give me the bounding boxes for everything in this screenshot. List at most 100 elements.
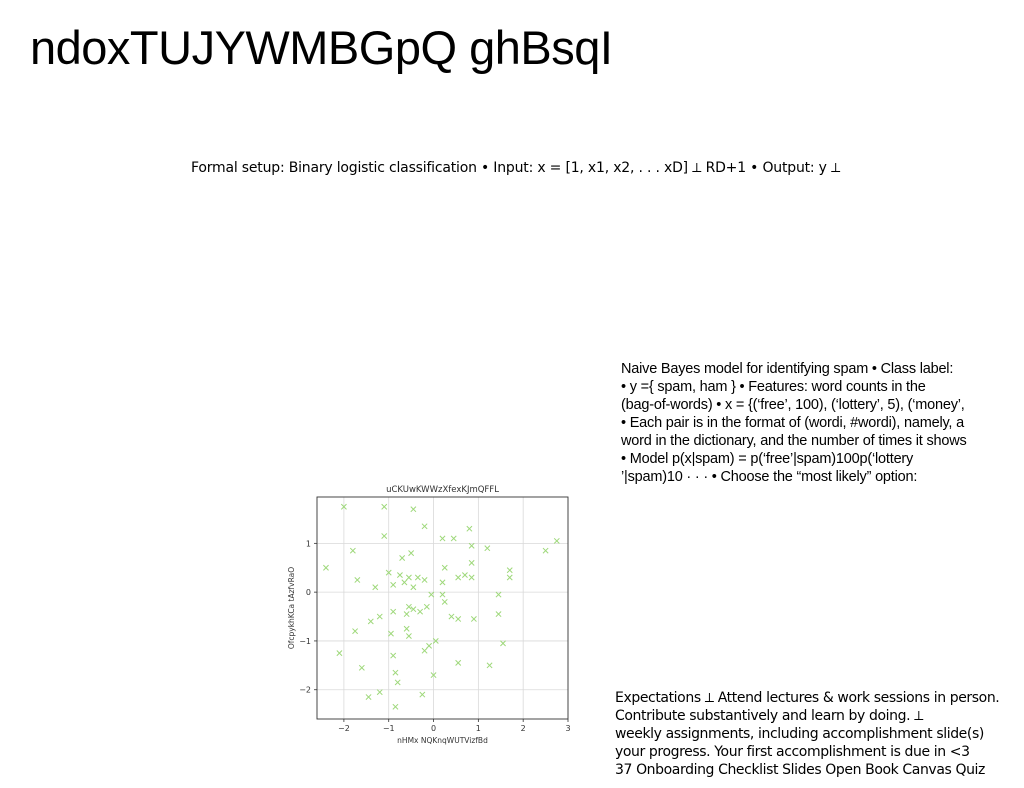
naive-bayes-line: • y ={ spam, ham } • Features: word coun… — [621, 379, 926, 395]
x-tick-label: −2 — [338, 724, 350, 733]
data-point — [495, 611, 502, 618]
data-point — [455, 659, 462, 666]
data-point — [403, 611, 410, 618]
data-point — [376, 613, 383, 620]
data-point — [410, 584, 417, 591]
data-point — [372, 584, 379, 591]
data-point — [381, 533, 388, 539]
data-point — [417, 608, 424, 615]
x-tick-label: 3 — [565, 724, 570, 733]
data-point — [428, 591, 435, 598]
expectations-text-block: Expectations ⟂ Attend lectures & work se… — [615, 689, 1000, 779]
scatter-plot-svg: −2 −1 0 1 2 3 1 0 −1 −2 uCKUwKWWzXfexKJmQFFL nHMx N… — [287, 485, 571, 745]
data-point — [441, 564, 448, 571]
data-point — [349, 547, 356, 554]
data-point — [381, 503, 388, 510]
y-tick-label: −2 — [299, 686, 311, 695]
data-point — [365, 694, 372, 700]
data-point — [340, 503, 347, 510]
expectations-line: Contribute substantively and learn by do… — [615, 708, 924, 724]
data-point — [405, 603, 412, 610]
naive-bayes-text-block: Naive Bayes model for identifying spam •… — [621, 360, 967, 486]
data-point — [352, 628, 359, 635]
data-point — [461, 572, 468, 579]
expectations-line: weekly assignments, including accomplish… — [615, 726, 984, 742]
data-point — [468, 542, 475, 549]
data-point — [405, 574, 412, 581]
data-point — [390, 608, 397, 615]
data-point — [394, 679, 401, 686]
data-point — [468, 574, 475, 581]
data-point — [455, 574, 462, 581]
formal-setup-line: Formal setup: Binary logistic classifica… — [191, 160, 841, 176]
naive-bayes-line: • Model p(x|spam) = p(‘free’|spam)100p(‘… — [621, 451, 914, 467]
data-point — [376, 689, 383, 696]
data-point — [506, 574, 513, 581]
data-point — [421, 576, 428, 583]
data-point — [399, 555, 406, 561]
data-point — [553, 537, 560, 544]
data-point — [390, 652, 397, 659]
data-point — [354, 576, 361, 583]
data-point — [484, 545, 491, 552]
data-point — [421, 647, 428, 654]
data-point — [439, 535, 446, 542]
naive-bayes-line: ’|spam)10 · · · • Choose the “most likel… — [621, 469, 918, 485]
y-tick-label: −1 — [299, 637, 311, 646]
data-point — [403, 625, 410, 632]
naive-bayes-line: • Each pair is in the format of (wordi, … — [621, 415, 964, 431]
x-tick-label: 2 — [521, 724, 526, 733]
data-point — [495, 591, 502, 598]
naive-bayes-line: (bag-of-words) • x = {(‘free’, 100), (‘l… — [621, 397, 965, 413]
data-point — [542, 547, 549, 554]
x-axis-label: nHMx NQKnqWUTVizfBd — [397, 736, 488, 745]
data-point — [410, 506, 417, 513]
data-point — [450, 535, 457, 542]
naive-bayes-line: Naive Bayes model for identifying spam •… — [621, 361, 954, 377]
data-point — [367, 618, 374, 625]
data-point — [455, 616, 462, 622]
y-axis-label: OfcpykhKCa tAzfvRaO — [287, 567, 296, 649]
data-point — [392, 669, 399, 676]
expectations-line: Expectations ⟂ Attend lectures & work se… — [615, 690, 1000, 706]
data-point — [419, 691, 426, 698]
x-tick-label: 0 — [431, 724, 436, 733]
x-tick-label: −1 — [383, 724, 395, 733]
x-tick-label: 1 — [476, 724, 481, 733]
data-point — [423, 603, 430, 610]
plot-frame — [316, 496, 569, 720]
data-point — [466, 525, 473, 532]
data-point — [448, 613, 455, 620]
data-point — [410, 606, 417, 613]
data-point — [401, 579, 408, 586]
data-point — [392, 703, 399, 710]
y-tick-label: 1 — [306, 539, 311, 548]
data-point — [421, 523, 428, 530]
data-point — [358, 664, 365, 671]
data-point — [336, 650, 343, 657]
data-point — [408, 550, 415, 557]
expectations-line: your progress. Your first accomplishment… — [615, 744, 970, 760]
y-tick-label: 0 — [306, 588, 311, 597]
data-point — [439, 591, 446, 598]
data-point — [500, 640, 506, 647]
scatter-chart: −2 −1 0 1 2 3 1 0 −1 −2 uCKUwKWWzXfexKJmQFFL nHMx N… — [280, 480, 580, 750]
data-point — [405, 633, 412, 640]
naive-bayes-line: word in the dictionary, and the number o… — [621, 433, 967, 449]
data-point — [396, 572, 403, 579]
data-point — [426, 642, 433, 649]
data-point — [430, 672, 437, 679]
chart-title: uCKUwKWWzXfexKJmQFFL — [386, 485, 499, 495]
data-point — [486, 662, 493, 669]
data-point — [470, 616, 477, 622]
page-title: ndoxTUJYWMBGpQ ghBsqI — [30, 21, 613, 74]
data-point — [388, 630, 394, 637]
expectations-line: 37 Onboarding Checklist Slides Open Book… — [615, 762, 985, 778]
data-point — [323, 564, 329, 571]
data-point — [439, 579, 446, 586]
data-point — [390, 581, 397, 588]
data-point — [414, 574, 421, 581]
data-point — [441, 598, 448, 605]
data-point — [468, 559, 475, 566]
data-point — [506, 567, 513, 574]
